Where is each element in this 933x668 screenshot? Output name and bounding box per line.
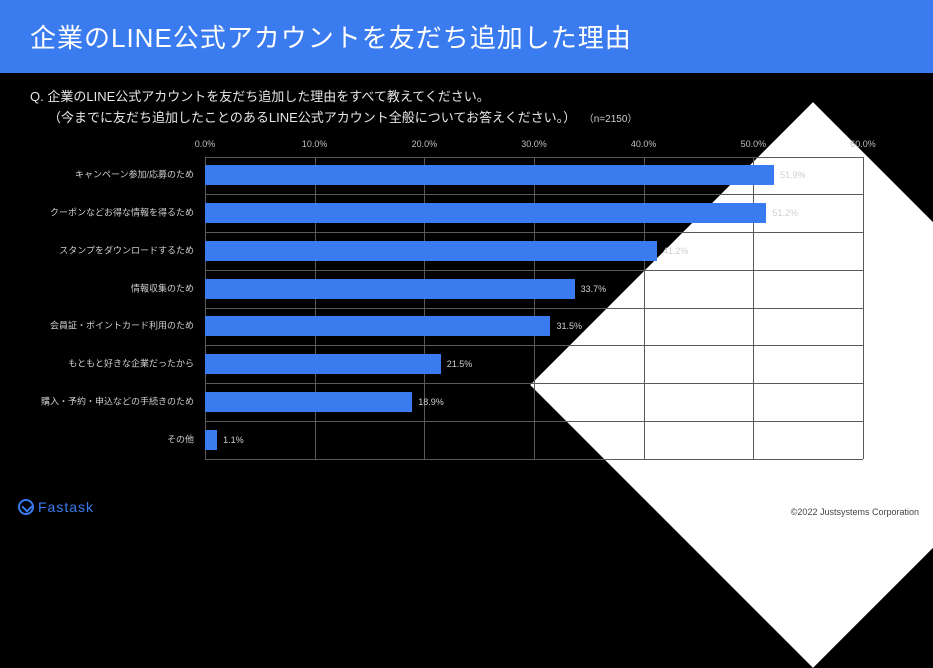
category-label: 会員証・ポイントカード利用のため: [30, 321, 200, 332]
bar: [205, 316, 550, 336]
category-label: もともと好きな企業だったから: [30, 359, 200, 370]
bar-value-label: 18.9%: [418, 397, 444, 407]
category-label: キャンペーン参加/応募のため: [30, 170, 200, 181]
x-tick-label: 40.0%: [631, 139, 657, 149]
gridline-horizontal: [205, 270, 863, 271]
question-line2: （今までに友だち追加したことのあるLINE公式アカウント全般についてお答えくださ…: [48, 110, 576, 125]
gridline-horizontal: [205, 345, 863, 346]
slide-title: 企業のLINE公式アカウントを友だち追加した理由: [30, 23, 632, 53]
gridline-horizontal: [205, 459, 863, 460]
category-label: 購入・予約・申込などの手続きのため: [30, 397, 200, 408]
question-prefix: Q.: [30, 89, 44, 104]
bar: [205, 165, 774, 185]
gridline-horizontal: [205, 383, 863, 384]
category-label: 情報収集のため: [30, 283, 200, 294]
x-axis-labels: 0.0%10.0%20.0%30.0%40.0%50.0%60.0%: [205, 139, 863, 157]
category-label: クーポンなどお得な情報を得るため: [30, 208, 200, 219]
bar-value-label: 31.5%: [556, 321, 582, 331]
x-tick-label: 50.0%: [741, 139, 767, 149]
bar: [205, 430, 217, 450]
question-line1: 企業のLINE公式アカウントを友だち追加した理由をすべて教えてください。: [47, 89, 489, 104]
fastask-logo-icon: [18, 499, 34, 515]
brand-footer: Fastask: [18, 499, 94, 515]
bar-value-label: 51.9%: [780, 170, 806, 180]
x-tick-label: 0.0%: [195, 139, 216, 149]
bar-value-label: 1.1%: [223, 435, 244, 445]
gridline-horizontal: [205, 194, 863, 195]
copyright: ©2022 Justsystems Corporation: [791, 507, 919, 517]
bar: [205, 279, 575, 299]
bar: [205, 203, 766, 223]
x-tick-label: 60.0%: [850, 139, 876, 149]
brand-name: Fastask: [38, 499, 94, 515]
bar-value-label: 21.5%: [447, 359, 473, 369]
sample-size-note: （n=2150）: [584, 114, 638, 125]
bar: [205, 241, 657, 261]
bar-chart: 0.0% 10.0% 20.0% 30.0% 40.0% 50.0% 60.0% 51.9%…: [30, 139, 903, 459]
x-tick-label: 20.0%: [412, 139, 438, 149]
gridline-horizontal: [205, 157, 863, 158]
gridline-horizontal: [205, 308, 863, 309]
plot-area: 51.9% 51.2% 41.2% 33.7% 31.5% 21.5% 18.9% 1.1%: [205, 157, 863, 459]
slide-header: 企業のLINE公式アカウントを友だち追加した理由: [0, 0, 933, 73]
gridline-horizontal: [205, 421, 863, 422]
x-tick-label: 10.0%: [302, 139, 328, 149]
bar-value-label: 51.2%: [772, 208, 798, 218]
x-tick-label: 30.0%: [521, 139, 547, 149]
gridline-vertical: [863, 157, 864, 459]
gridline-horizontal: [205, 232, 863, 233]
category-label: スタンプをダウンロードするため: [30, 246, 200, 257]
bar-value-label: 33.7%: [581, 284, 607, 294]
bar-value-label: 41.2%: [663, 246, 689, 256]
bar: [205, 392, 412, 412]
bar: [205, 354, 441, 374]
category-label: その他: [30, 434, 200, 445]
